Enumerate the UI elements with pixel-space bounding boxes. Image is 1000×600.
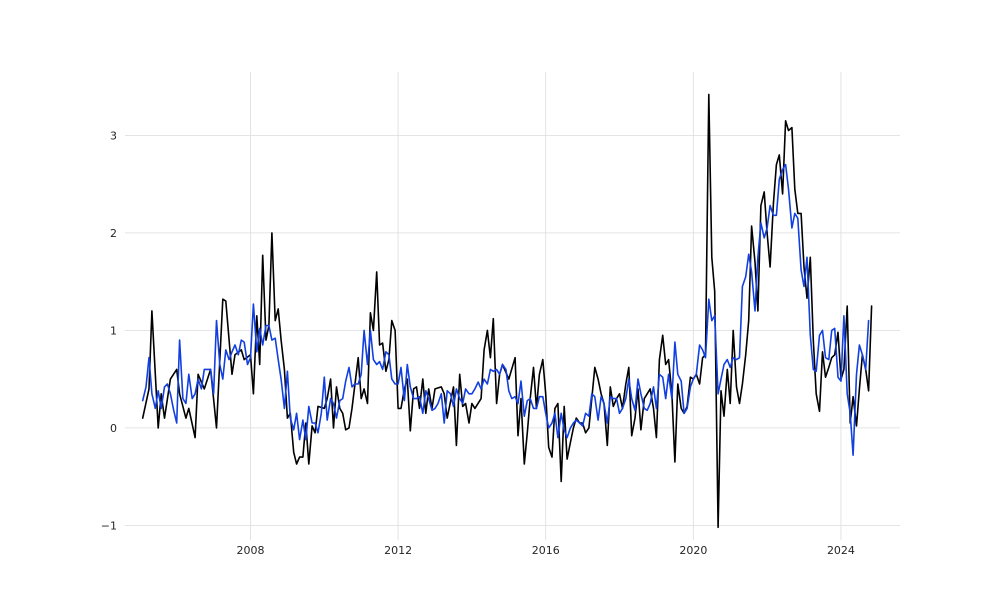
- x-gridlines: [250, 72, 842, 540]
- x-tick-labels: 2008 2012 2016 2020 2024: [236, 544, 854, 557]
- x-tick-label: 2008: [236, 544, 264, 557]
- series-layer: [141, 93, 873, 529]
- x-tick-label: 2024: [827, 544, 855, 557]
- x-tick-label: 2016: [532, 544, 560, 557]
- y-tick-label: 3: [110, 129, 117, 142]
- series-line-2: [141, 163, 870, 456]
- x-tick-label: 2020: [679, 544, 707, 557]
- y-tick-labels: −1 0 1 2 3: [101, 129, 117, 532]
- x-tick-label: 2012: [384, 544, 412, 557]
- y-tick-label: 2: [110, 227, 117, 240]
- y-tick-label: −1: [101, 519, 117, 532]
- y-tick-label: 1: [110, 324, 117, 337]
- y-gridlines: [125, 134, 900, 526]
- y-tick-label: 0: [110, 422, 117, 435]
